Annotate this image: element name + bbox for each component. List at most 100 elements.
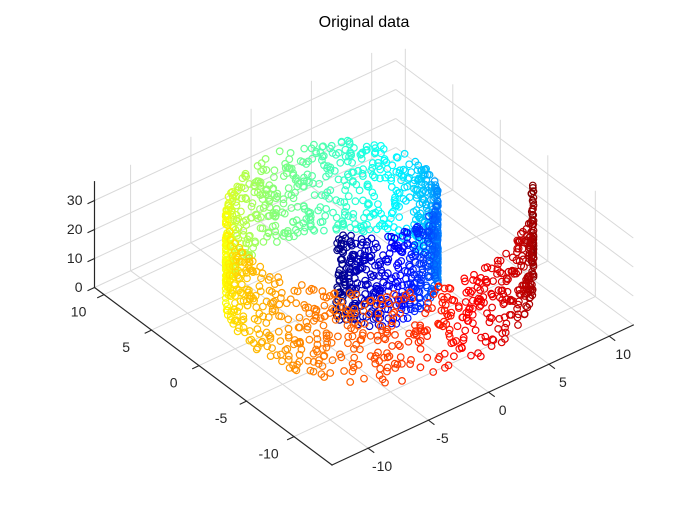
data-point	[293, 177, 302, 186]
y-tick-mark	[96, 293, 105, 299]
data-point	[494, 286, 503, 295]
data-point	[366, 331, 375, 340]
data-point	[378, 326, 387, 335]
data-point	[332, 196, 341, 205]
data-point	[366, 352, 375, 361]
data-point	[366, 270, 375, 279]
data-point	[363, 145, 371, 154]
data-point	[525, 233, 533, 242]
data-point	[275, 300, 284, 309]
data-point	[221, 241, 230, 250]
data-point	[266, 335, 275, 343]
data-point	[400, 295, 408, 303]
data-point	[347, 231, 355, 240]
data-point	[522, 238, 531, 247]
grid-line	[130, 270, 369, 449]
data-point	[434, 319, 443, 328]
data-point	[402, 274, 410, 283]
data-point	[437, 306, 446, 315]
data-point	[337, 297, 346, 306]
data-point	[400, 149, 409, 158]
data-point	[277, 294, 285, 302]
data-point	[300, 144, 309, 153]
data-point	[265, 197, 274, 206]
data-point	[494, 260, 503, 269]
data-point	[387, 232, 396, 241]
data-point	[299, 182, 307, 191]
data-point	[529, 193, 538, 202]
data-point	[349, 168, 358, 177]
data-point	[445, 284, 453, 292]
data-point	[337, 235, 346, 244]
data-point	[365, 225, 374, 234]
data-point	[356, 150, 365, 159]
data-point	[458, 313, 467, 322]
data-point	[388, 342, 397, 350]
data-point	[275, 147, 284, 156]
data-point	[338, 247, 347, 256]
data-point	[327, 338, 336, 347]
data-point	[233, 307, 242, 316]
data-point	[264, 313, 273, 322]
data-point	[272, 351, 281, 360]
data-point	[316, 314, 325, 323]
data-point	[274, 273, 283, 282]
data-point	[268, 344, 277, 353]
data-point	[502, 249, 511, 258]
data-point	[292, 366, 301, 375]
data-point	[390, 290, 398, 298]
data-point	[287, 204, 296, 212]
data-point	[307, 144, 316, 153]
data-point	[272, 231, 281, 240]
data-point	[309, 285, 318, 294]
data-point	[384, 232, 393, 241]
data-point	[274, 327, 283, 336]
data-point	[375, 272, 383, 280]
data-point	[239, 312, 248, 321]
data-point	[250, 181, 259, 190]
data-point	[232, 316, 241, 325]
data-point	[515, 297, 523, 306]
data-point	[356, 345, 364, 354]
data-point	[379, 278, 388, 287]
data-point	[352, 284, 361, 293]
data-point	[323, 339, 332, 347]
data-point	[410, 184, 418, 193]
data-point	[328, 149, 337, 157]
data-point	[223, 302, 232, 311]
data-point	[379, 145, 388, 153]
data-point	[231, 299, 239, 308]
y-tick-label: -5	[215, 410, 228, 426]
data-point	[336, 197, 345, 206]
data-point	[316, 218, 325, 227]
data-point	[251, 291, 260, 300]
data-point	[242, 195, 251, 204]
data-point	[407, 250, 416, 259]
data-point	[279, 172, 288, 181]
data-point	[433, 197, 442, 206]
data-point	[234, 266, 243, 275]
data-point	[259, 312, 268, 321]
data-point	[332, 224, 341, 233]
z-tick-label: 10	[67, 250, 83, 266]
data-point	[242, 172, 251, 181]
data-point	[348, 241, 356, 250]
data-point	[241, 193, 250, 202]
data-point	[364, 199, 373, 208]
data-point	[344, 212, 353, 220]
x-tick-label: -10	[372, 458, 392, 474]
data-point	[528, 205, 537, 214]
data-point	[238, 174, 247, 183]
data-point	[326, 369, 335, 377]
data-point	[347, 324, 355, 333]
data-point	[373, 336, 382, 345]
data-point	[498, 269, 506, 278]
data-point	[387, 274, 396, 283]
data-point	[387, 214, 395, 223]
data-point	[365, 322, 374, 331]
data-point	[445, 329, 453, 338]
data-point	[459, 333, 468, 342]
data-point	[434, 355, 443, 364]
axes-layer	[87, 181, 635, 466]
data-point	[236, 207, 245, 216]
